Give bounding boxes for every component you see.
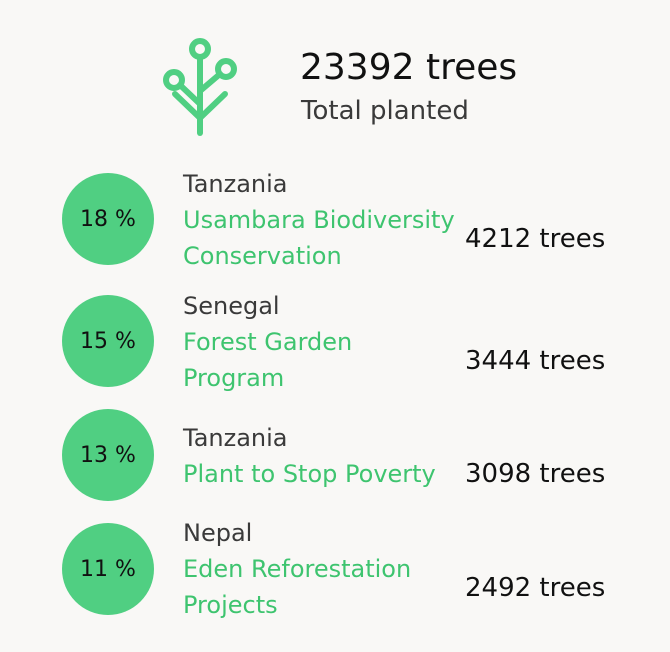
project-name-line: Forest Garden (183, 328, 353, 356)
project-country: Senegal (183, 292, 280, 320)
total-trees-count: 23392 trees (300, 47, 518, 88)
project-country: Tanzania (183, 424, 288, 452)
project-row: 18 % Tanzania Usambara Biodiversity Cons… (0, 170, 670, 285)
percent-badge: 11 % (62, 523, 154, 615)
project-name-line: Plant to Stop Poverty (183, 460, 436, 488)
project-name-line: Projects (183, 591, 278, 619)
project-name-line: Conservation (183, 242, 342, 270)
project-tree-count: 3098 trees (465, 459, 606, 489)
summary-header: 23392 trees Total planted (0, 0, 670, 150)
project-name-line: Usambara Biodiversity (183, 206, 455, 234)
project-link[interactable]: Eden Reforestation Projects (183, 551, 458, 623)
percent-badge: 15 % (62, 295, 154, 387)
project-link[interactable]: Usambara Biodiversity Conservation (183, 202, 458, 274)
project-country: Tanzania (183, 170, 288, 198)
project-tree-count: 4212 trees (465, 224, 606, 254)
percent-badge: 13 % (62, 409, 154, 501)
project-link[interactable]: Plant to Stop Poverty (183, 456, 458, 492)
project-country: Nepal (183, 519, 253, 547)
project-row: 11 % Nepal Eden Reforestation Projects 2… (0, 519, 670, 634)
project-tree-count: 3444 trees (465, 346, 606, 376)
project-name-line: Program (183, 364, 285, 392)
tree-icon (163, 38, 237, 136)
project-row: 15 % Senegal Forest Garden Program 3444 … (0, 292, 670, 407)
project-tree-count: 2492 trees (465, 573, 606, 603)
project-name-line: Eden Reforestation (183, 555, 412, 583)
project-link[interactable]: Forest Garden Program (183, 324, 458, 396)
project-row: 13 % Tanzania Plant to Stop Poverty 3098… (0, 409, 670, 519)
percent-badge: 18 % (62, 173, 154, 265)
total-planted-label: Total planted (301, 96, 469, 126)
